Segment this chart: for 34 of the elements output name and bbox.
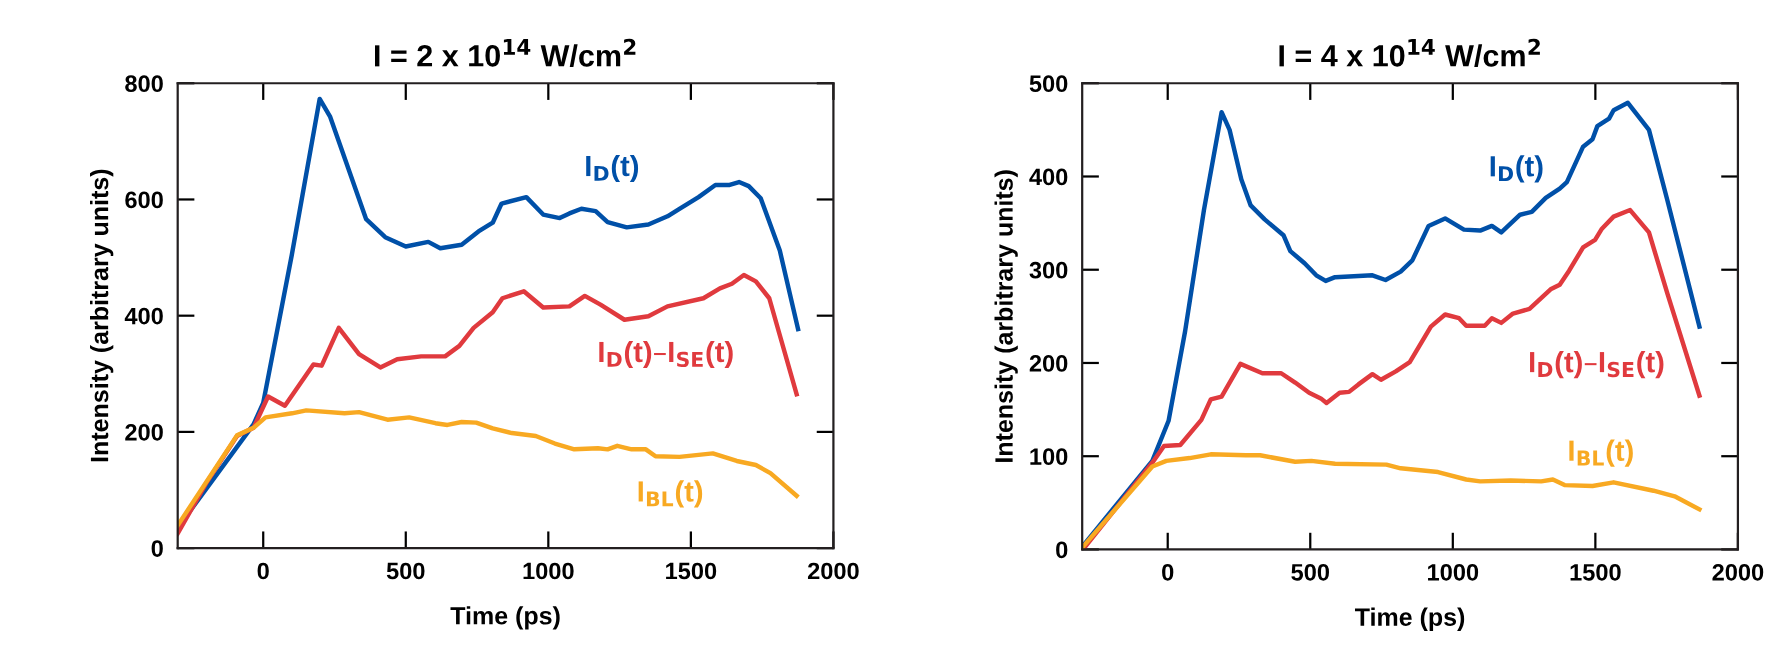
x-tick-label: 0: [1162, 563, 1174, 581]
line-series: [177, 408, 799, 528]
y-tick-label: 600: [125, 191, 163, 209]
x-tick-label: 0: [257, 562, 269, 580]
x-tick-label: 1000: [523, 562, 574, 580]
x-tick-label: 2000: [1712, 563, 1764, 581]
series-label: I$_{D}$(t): [1490, 155, 1543, 183]
x-tick-label: 1500: [1570, 563, 1621, 581]
y-axis-title: Intensity (arbitrary units): [90, 169, 114, 462]
y-tick-label: 400: [124, 307, 163, 325]
chart-title: I = 4 x 10$^{14}$ W/cm$^{2}$: [1279, 38, 1540, 67]
y-axis-title: Intensity (arbitrary units): [994, 170, 1018, 462]
series-label: I$_{D}$(t)–I$_{SE}$(t): [1530, 351, 1664, 379]
chart-title: I = 2 x 10$^{14}$ W/cm$^{2}$: [374, 38, 636, 67]
series-label: I$_{D}$(t)–I$_{SE}$(t): [599, 340, 733, 369]
x-tick-label: 1500: [666, 562, 717, 580]
y-tick-label: 500: [1029, 75, 1068, 93]
series-label: I$_{BL}$(t): [638, 480, 703, 508]
y-tick-label: 200: [1029, 355, 1068, 372]
x-tick-label: 500: [386, 562, 425, 580]
x-axis-title: Time (ps): [450, 606, 560, 630]
y-tick-label: 0: [151, 540, 163, 557]
y-tick-label: 300: [1029, 261, 1068, 279]
y-tick-label: 0: [1056, 541, 1068, 559]
y-tick-label: 200: [125, 423, 163, 441]
series-label: I$_{D}$(t): [586, 154, 639, 183]
series-label: I$_{BL}$(t): [1569, 439, 1633, 467]
x-tick-label: 500: [1291, 563, 1329, 581]
x-tick-label: 2000: [807, 562, 859, 580]
y-tick-label: 400: [1029, 168, 1068, 186]
y-tick-label: 800: [125, 75, 163, 93]
x-tick-label: 1000: [1428, 563, 1479, 581]
y-tick-label: 100: [1030, 448, 1068, 465]
x-axis-title: Time (ps): [1354, 607, 1465, 631]
